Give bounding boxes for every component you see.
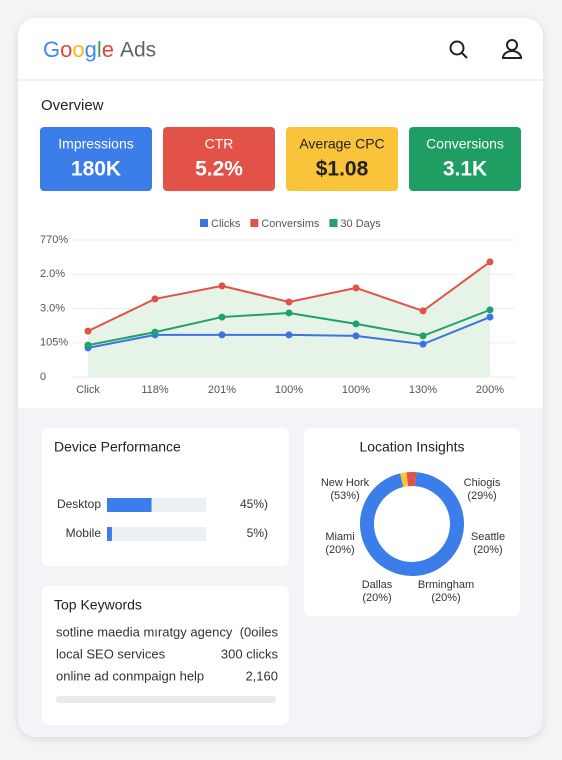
bar-track — [107, 527, 206, 541]
metric-label: Average CPC — [299, 136, 384, 152]
point — [152, 295, 159, 302]
point — [219, 314, 226, 321]
location-share: (20%) — [325, 544, 354, 556]
location-share: (20%) — [362, 592, 391, 604]
card-title: Location Insights — [359, 439, 464, 455]
location-share: (20%) — [431, 592, 460, 604]
donut-segment — [402, 479, 408, 480]
x-tick-label: Click — [76, 384, 100, 396]
y-tick-label: 0 — [40, 371, 46, 383]
bar — [107, 527, 112, 541]
keyword: sotline maedia mıratgy agency — [56, 624, 233, 639]
scrollbar — [56, 696, 276, 703]
point — [420, 341, 427, 348]
point — [152, 329, 159, 336]
point — [286, 309, 293, 316]
x-tick-label: 100% — [342, 384, 370, 396]
legend-swatch — [200, 219, 208, 227]
point — [353, 332, 360, 339]
point — [487, 258, 494, 265]
location-share: (53%) — [330, 490, 359, 502]
device-label: Mobile — [66, 526, 102, 540]
legend-label: 30 Days — [340, 218, 381, 230]
keyword-stat: 2,160 — [245, 668, 278, 683]
location-name: Dallas — [362, 579, 393, 591]
x-tick-label: 100% — [275, 384, 303, 396]
point — [420, 332, 427, 339]
x-tick-label: 130% — [409, 384, 437, 396]
point — [420, 307, 427, 314]
point — [219, 282, 226, 289]
location-name: Seattle — [471, 531, 505, 543]
location-share: (20%) — [473, 544, 502, 556]
product-name: Ads — [120, 39, 156, 62]
metric-value: $1.08 — [316, 158, 369, 181]
keyword: online ad conmpaign help — [56, 668, 204, 683]
metric-label: CTR — [205, 136, 234, 152]
y-tick-label: 3.0% — [40, 302, 65, 314]
bar-value: 45%) — [240, 497, 268, 511]
metric-label: Conversions — [426, 136, 504, 152]
logo: Google — [43, 37, 114, 62]
location-card — [304, 428, 520, 616]
x-tick-label: 200% — [476, 384, 504, 396]
location-name: Miami — [325, 531, 354, 543]
point — [353, 284, 360, 291]
x-tick-label: 201% — [208, 384, 236, 396]
keyword-stat: (0oiles — [240, 624, 279, 639]
y-tick-label: 2.0% — [40, 268, 65, 280]
legend-label: Clicks — [211, 218, 241, 230]
metric-value: 3.1K — [443, 158, 487, 181]
keyword: local SEO services — [56, 646, 166, 661]
metric-label: Impressions — [58, 136, 133, 152]
y-tick-label: 770% — [40, 234, 68, 246]
bar-value: 5%) — [247, 526, 268, 540]
legend-swatch — [329, 219, 337, 227]
section-title: Overview — [41, 97, 104, 114]
legend-label: Conversims — [261, 218, 320, 230]
location-name: Chiogis — [464, 477, 501, 489]
point — [85, 342, 92, 349]
legend-swatch — [250, 219, 258, 227]
point — [353, 320, 360, 327]
location-name: Brmingham — [418, 579, 474, 591]
bar — [107, 498, 152, 512]
point — [219, 331, 226, 338]
location-name: New Hork — [321, 477, 370, 489]
x-tick-label: 118% — [141, 384, 169, 396]
location-share: (29%) — [467, 490, 496, 502]
point — [85, 328, 92, 335]
metric-value: 180K — [71, 158, 121, 181]
point — [286, 298, 293, 305]
point — [487, 314, 494, 321]
keyword-stat: 300 clicks — [221, 646, 279, 661]
card-title: Device Performance — [54, 439, 181, 455]
y-tick-label: 105% — [40, 337, 68, 349]
device-label: Desktop — [57, 497, 101, 511]
point — [286, 331, 293, 338]
card-title: Top Keywords — [54, 597, 142, 613]
point — [487, 306, 494, 313]
metric-value: 5.2% — [195, 158, 243, 181]
